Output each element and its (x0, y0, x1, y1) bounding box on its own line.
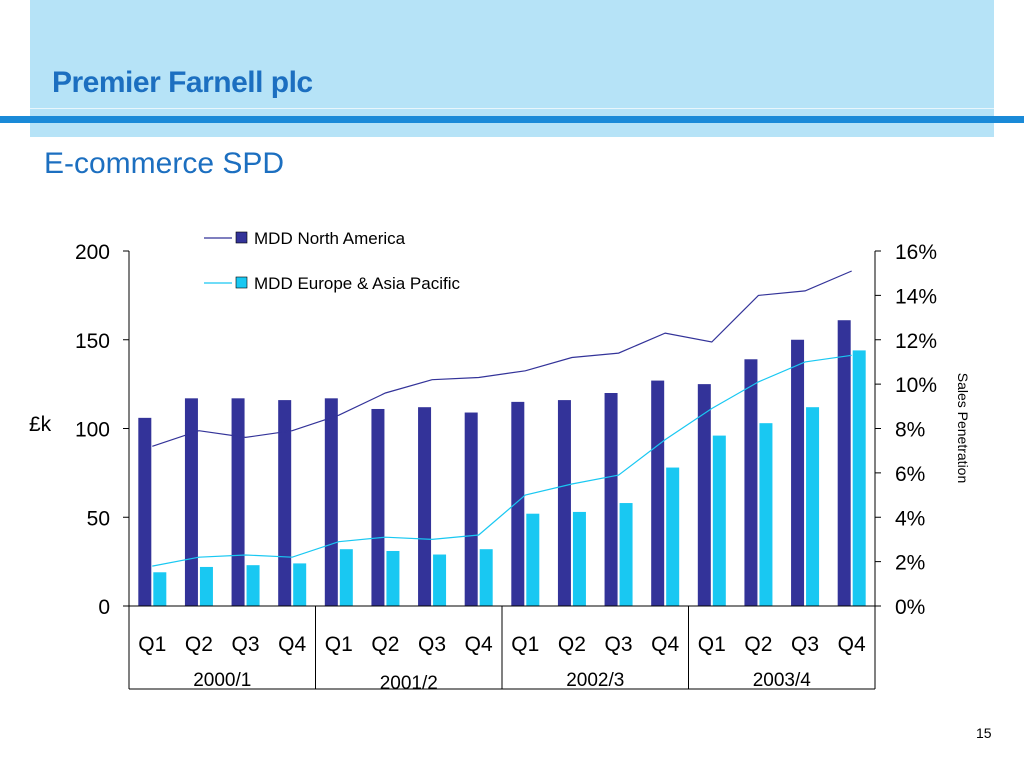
y2-tick-label: 14% (895, 285, 937, 308)
y-tick-label: 50 (87, 507, 110, 530)
x-tick-label: Q3 (418, 633, 446, 656)
bar-north-america-2 (231, 398, 245, 606)
bar-north-america-1 (184, 398, 198, 606)
bar-europe-asia-10 (619, 503, 633, 606)
header-rule-thin (30, 108, 994, 109)
y-axis-title: £k (29, 413, 52, 436)
bar-north-america-14 (791, 339, 805, 606)
legend-swatch-north-america (235, 231, 248, 244)
y2-tick-label: 0% (895, 596, 925, 619)
x-tick-label: Q1 (511, 633, 539, 656)
bar-north-america-5 (371, 408, 385, 606)
chart-labels: 0 50 100 150 200 0% 2% 4% 6% 8% 10% 12% 14% 16% £k Sale… (29, 241, 971, 694)
slide-title: E-commerce SPD (44, 147, 285, 180)
x-tick-label: Q4 (278, 633, 306, 656)
bar-europe-asia-15 (852, 350, 866, 606)
penetration-line-europe-asia (152, 354, 852, 567)
bar-europe-asia-0 (153, 572, 167, 606)
x-tick-label: Q3 (605, 633, 633, 656)
bar-north-america-13 (744, 359, 758, 606)
chart-legend: MDD North America MDD Europe & Asia Pacif… (204, 229, 460, 293)
bar-europe-asia-2 (246, 565, 260, 606)
legend-label-north-america: MDD North America (254, 229, 406, 248)
x-tick-label: Q2 (744, 633, 772, 656)
y2-tick-label: 4% (895, 507, 925, 530)
x-tick-label: Q1 (325, 633, 353, 656)
chart-lines (152, 270, 852, 567)
bar-europe-asia-3 (293, 563, 307, 606)
y-tick-label: 200 (75, 241, 110, 264)
bar-europe-asia-4 (339, 549, 353, 606)
year-group-label: 2000/1 (193, 670, 251, 691)
bar-north-america-3 (278, 400, 292, 606)
bar-north-america-4 (324, 398, 338, 606)
bar-europe-asia-5 (386, 550, 400, 606)
bar-europe-asia-1 (199, 566, 213, 606)
chart-axes (123, 250, 881, 690)
page-number: 15 (976, 725, 992, 741)
bar-europe-asia-13 (759, 423, 773, 606)
x-tick-label: Q4 (651, 633, 679, 656)
bar-north-america-9 (557, 400, 571, 606)
bar-north-america-6 (418, 407, 432, 606)
chart-bars (138, 320, 866, 606)
y2-tick-label: 2% (895, 552, 925, 575)
bar-europe-asia-12 (712, 435, 726, 606)
bar-north-america-7 (464, 412, 478, 606)
header-rule (0, 116, 1024, 123)
x-tick-label: Q2 (371, 633, 399, 656)
bar-europe-asia-8 (526, 513, 540, 606)
year-group-label: 2001/2 (380, 673, 438, 694)
y-tick-label: 100 (75, 419, 110, 442)
x-tick-label: Q3 (791, 633, 819, 656)
bar-europe-asia-11 (666, 467, 680, 606)
y2-tick-label: 8% (895, 419, 925, 442)
y-tick-label: 150 (75, 330, 110, 353)
bar-north-america-15 (837, 320, 851, 606)
x-tick-label: Q1 (698, 633, 726, 656)
header-band (30, 0, 994, 137)
bar-north-america-10 (604, 393, 618, 606)
year-group-label: 2002/3 (566, 670, 624, 691)
x-tick-label: Q4 (465, 633, 493, 656)
penetration-line-north-america (152, 270, 852, 447)
y-tick-label: 0 (98, 596, 110, 619)
bar-europe-asia-9 (572, 511, 586, 606)
bar-europe-asia-6 (433, 554, 447, 606)
y2-tick-label: 10% (895, 374, 937, 397)
y2-tick-label: 12% (895, 330, 937, 353)
y2-tick-label: 6% (895, 463, 925, 486)
bar-north-america-0 (138, 417, 152, 606)
bar-europe-asia-14 (806, 407, 820, 606)
bar-north-america-12 (697, 384, 711, 606)
company-logo-text: Premier Farnell plc (52, 66, 313, 99)
bar-europe-asia-7 (479, 549, 493, 606)
legend-label-europe-asia: MDD Europe & Asia Pacific (254, 274, 460, 293)
legend-swatch-europe-asia (235, 276, 248, 289)
year-group-label: 2003/4 (753, 670, 812, 691)
bar-north-america-11 (651, 380, 665, 606)
y2-axis-title: Sales Penetration (955, 373, 971, 484)
x-tick-label: Q2 (185, 633, 213, 656)
x-tick-label: Q2 (558, 633, 586, 656)
x-tick-label: Q1 (138, 633, 166, 656)
x-tick-label: Q4 (838, 633, 866, 656)
x-tick-label: Q3 (232, 633, 260, 656)
y2-tick-label: 16% (895, 241, 937, 264)
bar-north-america-8 (511, 401, 525, 606)
